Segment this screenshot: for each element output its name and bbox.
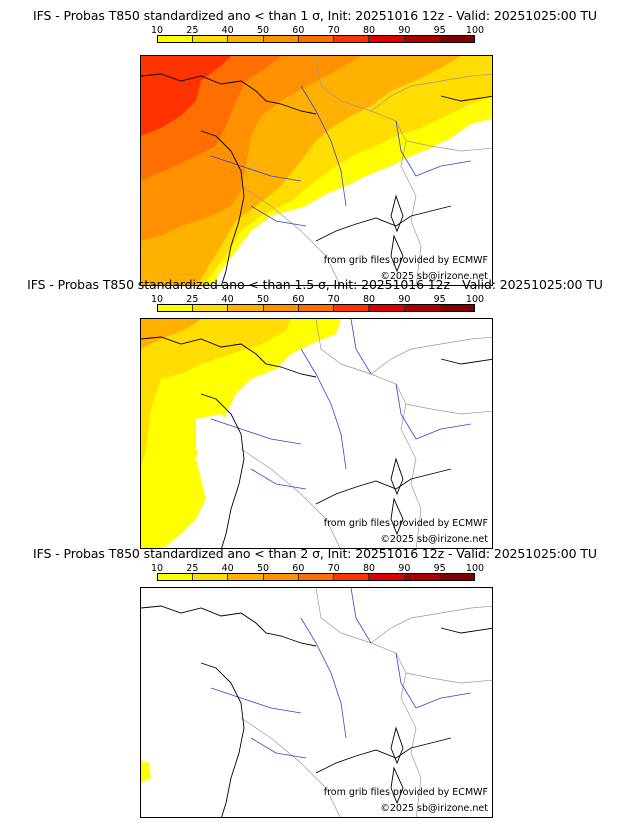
colorbar-cell (263, 305, 299, 311)
colorbar-cell (298, 574, 335, 580)
colorbar-tick-label: 40 (221, 25, 234, 36)
colorbar-cell (263, 574, 299, 580)
colorbar-cell (263, 36, 299, 42)
colorbar-cell (369, 36, 405, 42)
panel-title: IFS - Probas T850 standardized ano < tha… (27, 277, 603, 292)
colorbar-cell (439, 305, 474, 311)
colorbar-cell (369, 574, 405, 580)
colorbar-tick-label: 90 (398, 563, 411, 574)
colorbar-cell (158, 36, 194, 42)
source-credit: from grib files provided by ECMWF (323, 518, 488, 529)
colorbar-tick-label: 90 (398, 294, 411, 305)
colorbar-tick-label: 70 (327, 563, 340, 574)
panel-1-5sigma: IFS - Probas T850 standardized ano < tha… (0, 277, 630, 553)
colorbar-tick-label: 50 (256, 563, 270, 574)
colorbar-tick-label: 95 (433, 563, 446, 574)
panel-title: IFS - Probas T850 standardized ano < tha… (33, 8, 597, 23)
colorbar-tick-label: 10 (150, 25, 164, 36)
prob-fill-25 (141, 319, 291, 469)
copyright: ©2025 sb@irizone.net (380, 803, 488, 814)
colorbar-cell (228, 36, 264, 42)
colorbar-labels: 10 25 40 50 60 70 80 90 95 100 (140, 25, 484, 36)
colorbar-tick-label: 60 (292, 294, 305, 305)
map-graphic (141, 588, 492, 817)
source-credit: from grib files provided by ECMWF (323, 787, 488, 798)
map-graphic (141, 319, 492, 548)
copyright: ©2025 sb@irizone.net (380, 271, 488, 282)
colorbar-cell (193, 305, 229, 311)
panel-2sigma: IFS - Probas T850 standardized ano < tha… (0, 546, 630, 822)
colorbar-tick-label: 95 (433, 25, 446, 36)
prob-fill-10 (141, 319, 341, 548)
colorbar-tick-label: 70 (327, 25, 340, 36)
rivers (210, 319, 472, 490)
colorbar-tick-label: 10 (150, 563, 164, 574)
probability-map: from grib files provided by ECMWF ©2025 … (140, 318, 493, 549)
country-borders (240, 588, 492, 817)
colorbar-cell (369, 305, 405, 311)
colorbar-tick-label: 70 (327, 294, 340, 305)
colorbar-cell (404, 574, 440, 580)
prob-fill-10 (141, 760, 151, 783)
probability-map: from grib files provided by ECMWF ©2025 … (140, 55, 493, 286)
colorbar-cell (404, 36, 440, 42)
panel-1sigma: IFS - Probas T850 standardized ano < tha… (0, 8, 630, 286)
colorbar-cell (334, 305, 370, 311)
copyright: ©2025 sb@irizone.net (380, 534, 488, 545)
colorbar-cell (334, 36, 370, 42)
colorbar-tick-label: 90 (398, 25, 411, 36)
colorbar-labels: 10 25 40 50 60 70 80 90 95 100 (140, 563, 484, 574)
colorbar (157, 573, 475, 581)
colorbar-cell (228, 305, 264, 311)
colorbar-cell (193, 36, 229, 42)
colorbar (157, 35, 475, 43)
country-borders (240, 56, 492, 285)
colorbar-tick-label: 40 (221, 563, 234, 574)
colorbar-tick-label: 10 (150, 294, 164, 305)
probability-map: from grib files provided by ECMWF ©2025 … (140, 587, 493, 818)
colorbar-cell (158, 305, 194, 311)
colorbar-tick-label: 80 (362, 25, 376, 36)
coastline (141, 336, 492, 548)
colorbar-tick-label: 100 (465, 294, 485, 305)
map-graphic (141, 56, 492, 285)
colorbar-tick-label: 100 (465, 25, 485, 36)
colorbar-cell (298, 36, 335, 42)
colorbar-cell (334, 574, 370, 580)
colorbar-tick-label: 100 (465, 563, 485, 574)
colorbar-tick-label: 60 (292, 25, 305, 36)
colorbar-cell (439, 36, 474, 42)
panel-title: IFS - Probas T850 standardized ano < tha… (33, 546, 597, 561)
colorbar-tick-label: 60 (292, 563, 305, 574)
source-credit: from grib files provided by ECMWF (323, 255, 488, 266)
colorbar-tick-label: 80 (362, 563, 376, 574)
colorbar-tick-label: 50 (256, 294, 270, 305)
coastline (141, 73, 492, 285)
colorbar-tick-label: 50 (256, 25, 270, 36)
colorbar-tick-label: 80 (362, 294, 376, 305)
colorbar-cell (439, 574, 474, 580)
colorbar (157, 304, 475, 312)
colorbar-cell (193, 574, 229, 580)
colorbar-tick-label: 25 (186, 25, 199, 36)
prob-fill-40 (141, 319, 201, 349)
rivers (210, 85, 472, 227)
colorbar-tick-label: 25 (186, 294, 199, 305)
rivers (210, 588, 472, 759)
colorbar-labels: 10 25 40 50 60 70 80 90 95 100 (140, 294, 484, 305)
colorbar-tick-label: 40 (221, 294, 234, 305)
colorbar-cell (298, 305, 335, 311)
colorbar-cell (158, 574, 194, 580)
coastline (141, 605, 492, 817)
colorbar-tick-label: 25 (186, 563, 199, 574)
prob-fill-70 (141, 56, 231, 136)
colorbar-cell (228, 574, 264, 580)
white-gap (196, 414, 236, 459)
colorbar-tick-label: 95 (433, 294, 446, 305)
country-borders (240, 319, 492, 548)
colorbar-cell (404, 305, 440, 311)
